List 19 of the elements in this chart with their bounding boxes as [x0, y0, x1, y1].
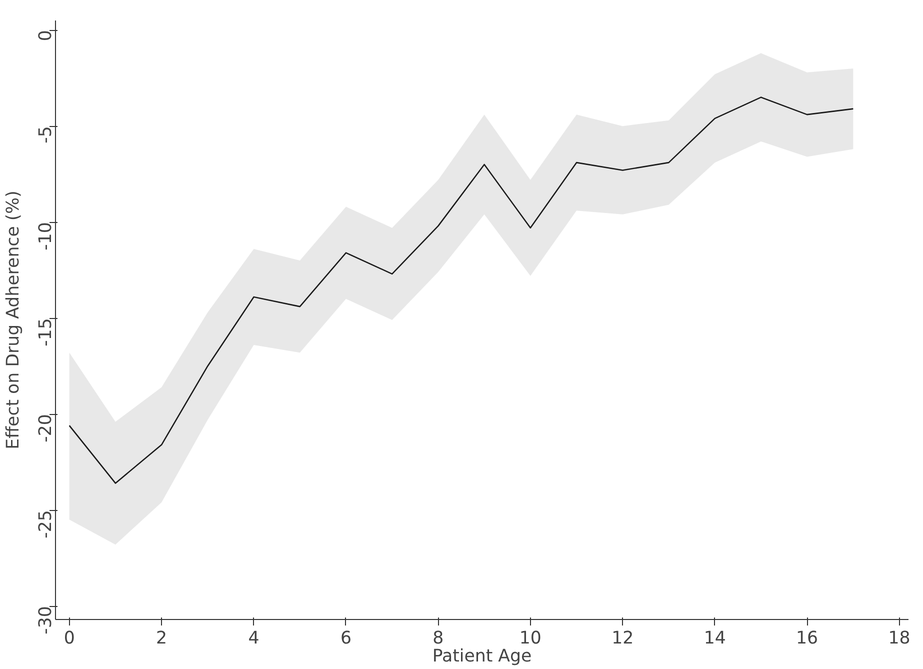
x-tick-label: 4 — [248, 628, 260, 648]
y-tick-label: -30 — [36, 606, 56, 634]
x-tick-label: 18 — [888, 628, 910, 648]
x-tick-label: 6 — [340, 628, 352, 648]
x-axis-title: Patient Age — [432, 646, 532, 666]
x-tick-label: 8 — [432, 628, 444, 648]
y-tick-label: -10 — [36, 222, 56, 250]
y-tick-label: 0 — [36, 30, 56, 42]
y-tick-label: -20 — [36, 414, 56, 442]
x-tick-label: 14 — [704, 628, 726, 648]
x-tick-label: 12 — [612, 628, 634, 648]
x-tick-label: 2 — [156, 628, 168, 648]
y-axis-title: Effect on Drug Adherence (%) — [4, 190, 24, 450]
y-tick-label: -25 — [36, 510, 56, 538]
x-tick-label: 10 — [519, 628, 542, 648]
x-tick-label: 0 — [64, 628, 75, 648]
y-tick-label: -15 — [36, 318, 56, 346]
x-tick-label: 16 — [796, 628, 818, 648]
y-tick-label: -5 — [36, 126, 56, 144]
